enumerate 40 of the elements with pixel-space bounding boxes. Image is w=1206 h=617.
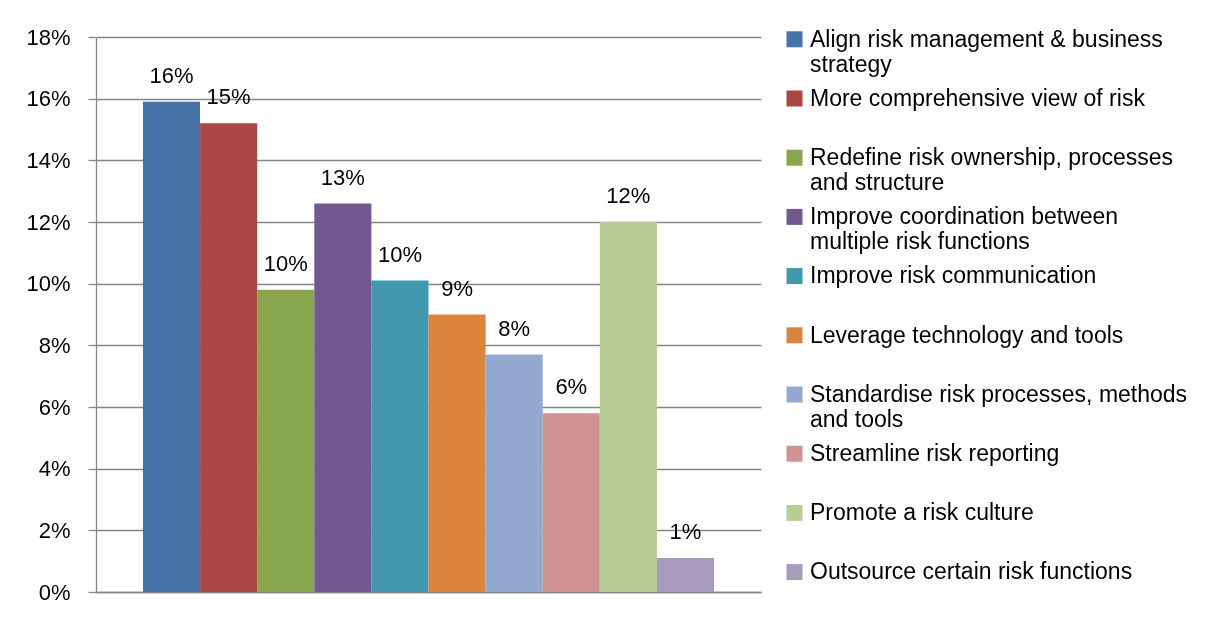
bar: [599, 222, 657, 592]
y-tick-label: 4%: [38, 456, 71, 482]
bar: [542, 413, 600, 592]
y-tick-label: 2%: [38, 517, 71, 543]
legend-label: More comprehensive view of risk: [810, 84, 1146, 111]
y-tick-label: 10%: [26, 271, 71, 297]
legend-label: Redefine risk ownership, processes and structure: [810, 143, 1174, 195]
y-tick-label: 16%: [26, 86, 71, 112]
y-tick-label: 12%: [26, 209, 71, 235]
legend-label: Leverage technology and tools: [810, 321, 1124, 348]
data-label: 1%: [669, 519, 702, 545]
data-label: 16%: [149, 62, 194, 88]
bar: [314, 203, 372, 592]
bar: [428, 314, 486, 592]
legend-label: Align risk management & business strategy: [810, 25, 1163, 77]
legend-label: Streamline risk reporting: [810, 439, 1060, 466]
y-tick-label: 6%: [38, 394, 71, 420]
data-label: 13%: [320, 164, 365, 190]
bar: [257, 289, 315, 592]
data-label: 9%: [441, 275, 473, 301]
bar: [200, 123, 258, 592]
data-label: 12%: [606, 183, 651, 208]
y-tick-label: 0%: [38, 579, 71, 605]
legend-label: Standardise risk processes, methods and tools: [810, 380, 1188, 432]
data-label: 6%: [555, 374, 588, 400]
legend-label: Improve coordination between multiple risk functions: [810, 203, 1119, 255]
legend-label: Improve risk communication: [810, 262, 1097, 289]
data-label: 15%: [206, 84, 251, 110]
y-tick-label: 8%: [38, 332, 71, 358]
data-label: 10%: [377, 241, 422, 267]
bar: [142, 101, 201, 592]
legend-label: Promote a risk culture: [810, 499, 1034, 526]
legend-label: Outsource certain risk functions: [810, 558, 1133, 585]
y-tick-label: 14%: [26, 147, 71, 173]
bar: [371, 280, 429, 592]
data-label: 8%: [498, 315, 531, 341]
data-label: 10%: [263, 250, 308, 276]
bar: [485, 354, 543, 592]
bar: [656, 558, 715, 592]
y-tick-label: 18%: [26, 24, 71, 50]
